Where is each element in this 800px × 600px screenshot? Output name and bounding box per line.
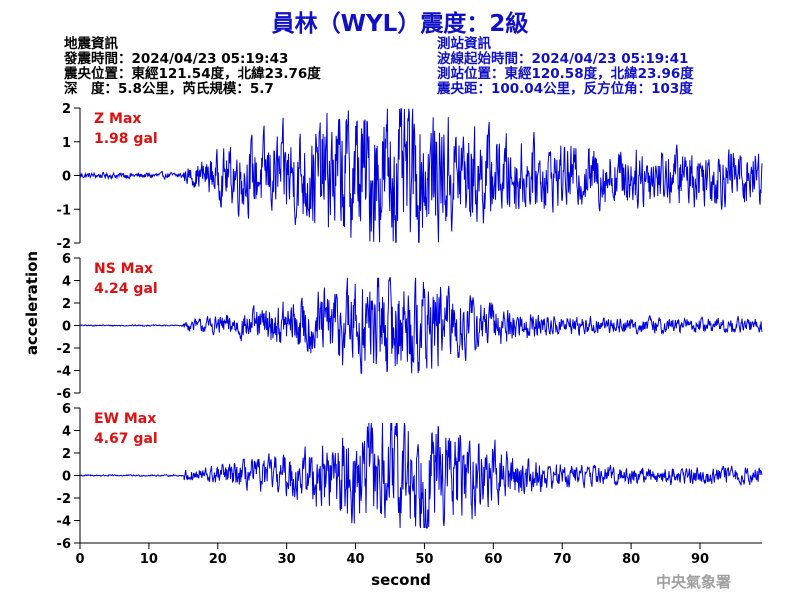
y-tick-label: 0 xyxy=(62,470,71,485)
y-tick-label: -4 xyxy=(57,515,71,530)
epicenter-location: 震央位置：東經121.54度，北緯23.76度 xyxy=(64,66,321,82)
y-tick-label: 2 xyxy=(62,297,71,312)
x-tick-label: 20 xyxy=(209,552,227,567)
station-location: 測站位置：東經120.58度，北緯23.96度 xyxy=(437,66,694,82)
x-tick-label: 40 xyxy=(347,552,365,567)
y-tick-label: 2 xyxy=(62,447,71,462)
x-tick-label: 50 xyxy=(415,552,433,567)
y-tick-label: 4 xyxy=(62,425,71,440)
max-label-z: Z Max xyxy=(94,111,141,127)
waveform-ns xyxy=(79,277,763,374)
waveform-z xyxy=(79,108,763,243)
earthquake-info: 地震資訊 發震時間：2024/04/23 05:19:43 震央位置：東經121… xyxy=(64,37,321,97)
x-tick-label: 30 xyxy=(278,552,296,567)
epicentral-distance: 震央距：100.04公里，反方位角：103度 xyxy=(437,81,693,97)
origin-time: 發震時間：2024/04/23 05:19:43 xyxy=(64,51,289,67)
x-tick-label: 90 xyxy=(691,552,709,567)
x-tick-label: 60 xyxy=(484,552,502,567)
wave-start-time: 波線起始時間：2024/04/23 05:19:41 xyxy=(437,51,689,67)
y-tick-label: -6 xyxy=(57,387,71,402)
x-tick-label: 10 xyxy=(140,552,158,567)
max-label-ew: EW Max xyxy=(94,411,156,427)
station-info: 測站資訊 波線起始時間：2024/04/23 05:19:41 測站位置：東經1… xyxy=(437,37,694,97)
y-tick-label: -2 xyxy=(57,237,71,252)
y-tick-label: 6 xyxy=(62,252,71,267)
y-tick-label: -2 xyxy=(57,492,71,507)
x-tick-label: 80 xyxy=(622,552,640,567)
y-tick-label: 0 xyxy=(62,320,71,335)
y-tick-label: -2 xyxy=(57,342,71,357)
y-axis-label: acceleration xyxy=(23,250,41,356)
x-tick-label: 0 xyxy=(75,552,84,567)
earthquake-info-heading: 地震資訊 xyxy=(64,36,118,52)
x-tick-label: 70 xyxy=(553,552,571,567)
y-tick-label: 1 xyxy=(62,136,71,151)
y-tick-label: 0 xyxy=(62,170,71,185)
max-value-ns: 4.24 gal xyxy=(94,281,158,297)
max-value-ew: 4.67 gal xyxy=(94,431,158,447)
y-tick-label: 6 xyxy=(62,402,71,417)
station-info-heading: 測站資訊 xyxy=(437,36,491,52)
depth-magnitude: 深 度：5.8公里，芮氏規模：5.7 xyxy=(64,81,274,97)
x-axis-label: second xyxy=(371,571,431,589)
agency-watermark: 中央氣象署 xyxy=(656,573,732,591)
y-tick-label: 4 xyxy=(62,275,71,290)
y-tick-label: -4 xyxy=(57,365,71,380)
y-tick-label: 2 xyxy=(62,102,71,117)
chart-title: 員林（WYL）震度：2級 xyxy=(271,11,529,37)
waveform-ew xyxy=(79,422,763,529)
max-value-z: 1.98 gal xyxy=(94,131,158,147)
y-tick-label: -1 xyxy=(57,203,71,218)
max-label-ns: NS Max xyxy=(94,261,153,277)
y-tick-label: -6 xyxy=(57,537,71,552)
